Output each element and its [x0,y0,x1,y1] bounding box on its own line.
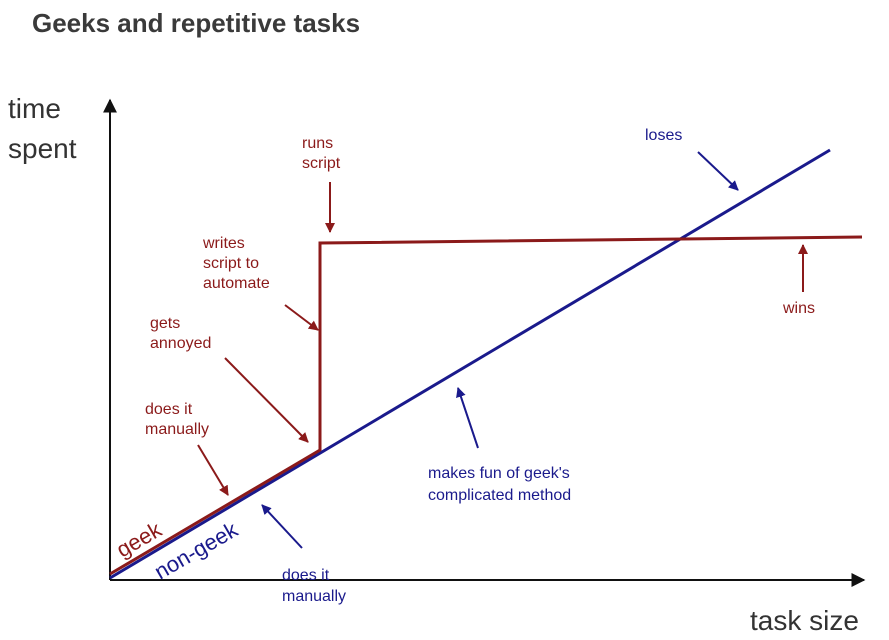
x-axis-label: task size [750,605,859,636]
non-geek-line [109,148,831,580]
annotation: script [302,155,341,172]
y-axis-label: spent [8,133,77,164]
geek-line [109,235,863,576]
annotation: runs [302,135,333,152]
annotation: makes fun of geek's [428,465,570,482]
annotation: loses [645,127,682,144]
annotation: wins [782,300,815,317]
annotation: manually [282,588,346,605]
arrow [456,387,479,449]
annotation: manually [145,421,209,438]
annotation: annoyed [150,335,211,352]
annotation: does it [145,401,193,418]
annotation: gets [150,315,180,332]
annotation: writes [202,235,245,252]
title: Geeks and repetitive tasks [32,8,360,38]
annotation: automate [203,275,270,292]
annotation: complicated method [428,487,571,504]
annotation: script to [203,255,259,272]
arrow [261,504,303,549]
arrow [224,357,309,443]
arrow [197,444,229,496]
y-axis-label: time [8,93,61,124]
arrow [697,151,739,191]
annotation: does it [282,567,330,584]
arrow [284,304,319,331]
